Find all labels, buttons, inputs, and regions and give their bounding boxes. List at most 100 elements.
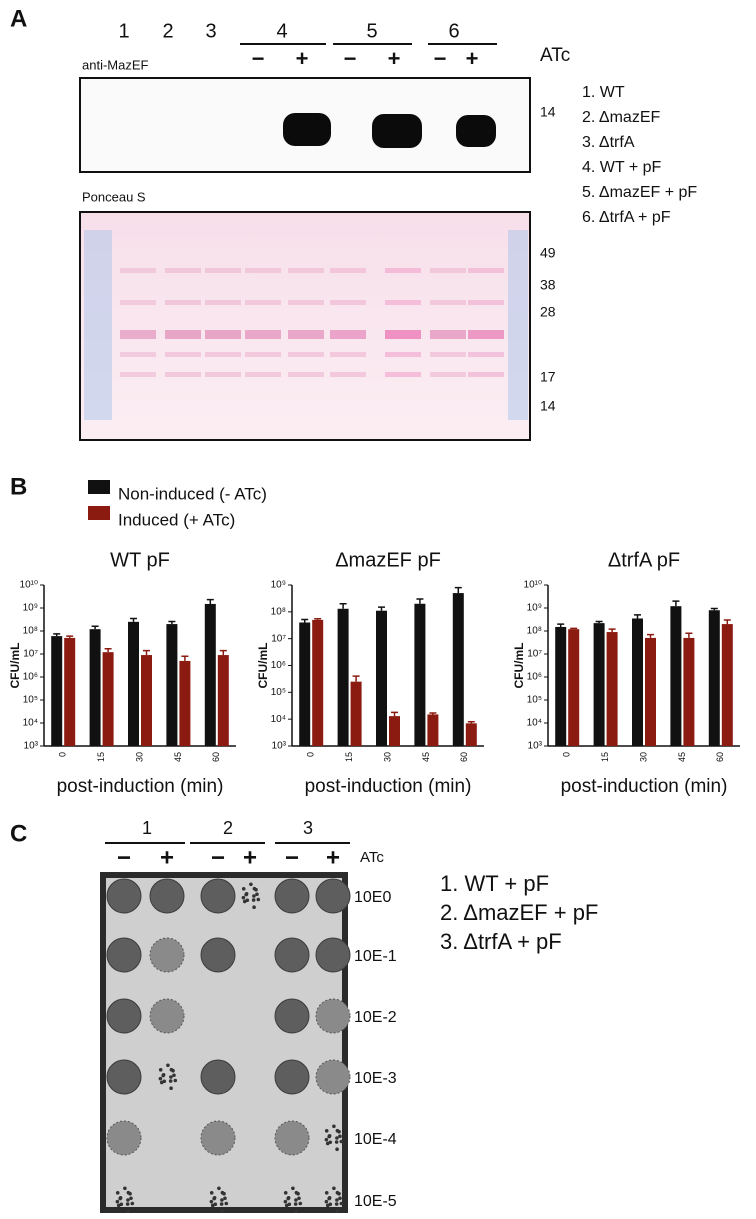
colony	[169, 1075, 173, 1079]
bar	[708, 610, 720, 746]
y-tick-label: 10¹⁰	[524, 580, 542, 591]
x-tick-label: 15	[600, 752, 610, 762]
legend-label: Non-induced (- ATc)	[118, 484, 267, 503]
bar	[179, 660, 191, 746]
colony	[241, 895, 246, 900]
colony	[168, 1079, 173, 1083]
colony	[291, 1186, 295, 1191]
bar	[452, 593, 464, 746]
y-axis-label: CFU/mL	[8, 643, 22, 689]
x-tick-label: 45	[173, 752, 183, 762]
bar	[555, 626, 567, 746]
gel-band	[468, 352, 504, 357]
colony	[158, 1068, 163, 1072]
error-bar	[53, 633, 61, 637]
x-tick-label: 30	[638, 752, 648, 762]
error-bar	[723, 619, 731, 625]
spot	[200, 878, 236, 914]
colony	[118, 1195, 123, 1200]
colony	[283, 1191, 288, 1195]
error-bar	[391, 711, 398, 717]
y-tick-label: 10⁴	[23, 718, 38, 729]
bar	[128, 621, 139, 746]
error-bar	[143, 649, 150, 656]
colony	[115, 1191, 120, 1195]
colony	[293, 1202, 298, 1206]
group-number: 1	[142, 818, 152, 838]
y-axis-label: CFU/mL	[512, 643, 526, 689]
spot	[106, 1120, 142, 1156]
strain-item: 4. WT + pF	[582, 159, 662, 176]
bar	[414, 603, 426, 746]
dilution-label: 10E-2	[354, 1009, 397, 1026]
gel-band	[205, 268, 241, 273]
colony	[119, 1202, 124, 1207]
bar	[721, 624, 733, 746]
colony	[126, 1190, 131, 1195]
dilution-label: 10E-1	[354, 948, 397, 965]
y-tick-label: 10¹⁰	[20, 580, 38, 591]
x-tick-label: 15	[344, 752, 354, 762]
gel-band	[430, 268, 466, 273]
colony	[241, 887, 246, 891]
spot	[106, 937, 142, 973]
dilution-label: 10E-4	[354, 1131, 397, 1148]
gel-band	[430, 372, 466, 377]
colony	[332, 1124, 336, 1129]
spot	[315, 878, 351, 914]
gel-band	[245, 300, 281, 305]
gel-band	[468, 268, 504, 273]
group-number: 3	[303, 818, 313, 838]
x-tick-label: 60	[715, 752, 725, 762]
colony	[217, 1186, 221, 1191]
gel-band	[205, 330, 241, 339]
colony	[129, 1196, 133, 1201]
lane-number: 4	[276, 20, 287, 42]
spot	[274, 1120, 310, 1156]
colony	[252, 886, 257, 891]
plate	[106, 878, 342, 1207]
colony	[169, 1086, 173, 1090]
y-tick-label: 10⁸	[527, 626, 542, 637]
legend-swatch	[88, 480, 110, 494]
bar	[632, 618, 643, 746]
colony	[223, 1196, 227, 1201]
gel-band	[385, 330, 421, 339]
x-tick-label: 15	[96, 752, 106, 762]
y-tick-label: 10³	[272, 741, 287, 752]
ponceau-gel	[79, 211, 531, 441]
spot	[274, 998, 310, 1034]
gel-band	[120, 352, 156, 357]
colony	[286, 1195, 291, 1200]
strain-item: 3. ΔtrfA + pF	[440, 929, 562, 954]
colony	[298, 1201, 303, 1206]
gel-band	[245, 268, 281, 273]
spot	[274, 937, 310, 973]
error-bar	[570, 627, 578, 630]
x-tick-label: 45	[421, 752, 431, 762]
colony	[224, 1201, 229, 1206]
atc-sign: +	[326, 844, 340, 871]
colony	[252, 894, 256, 898]
strain-item: 3. ΔtrfA	[582, 134, 635, 151]
bar	[102, 652, 114, 746]
panel-label: C	[10, 820, 27, 847]
y-tick-label: 10⁷	[527, 649, 542, 660]
gel-bands	[84, 230, 528, 420]
y-tick-label: 10⁹	[527, 603, 542, 614]
colony	[334, 1202, 339, 1206]
colony	[332, 1186, 336, 1191]
stain-label: Ponceau S	[82, 189, 146, 204]
y-tick-label: 10⁷	[23, 649, 38, 660]
strain-item: 2. ΔmazEF	[582, 109, 660, 126]
atc-sign: +	[466, 46, 479, 71]
error-bar	[352, 675, 360, 682]
error-bar	[608, 628, 616, 633]
legend-label: Induced (+ ATc)	[118, 510, 235, 529]
chart-title: WT pF	[110, 549, 170, 571]
bar	[51, 636, 63, 746]
bar	[217, 655, 229, 746]
x-tick-label: 45	[677, 752, 687, 762]
bar	[427, 714, 439, 746]
